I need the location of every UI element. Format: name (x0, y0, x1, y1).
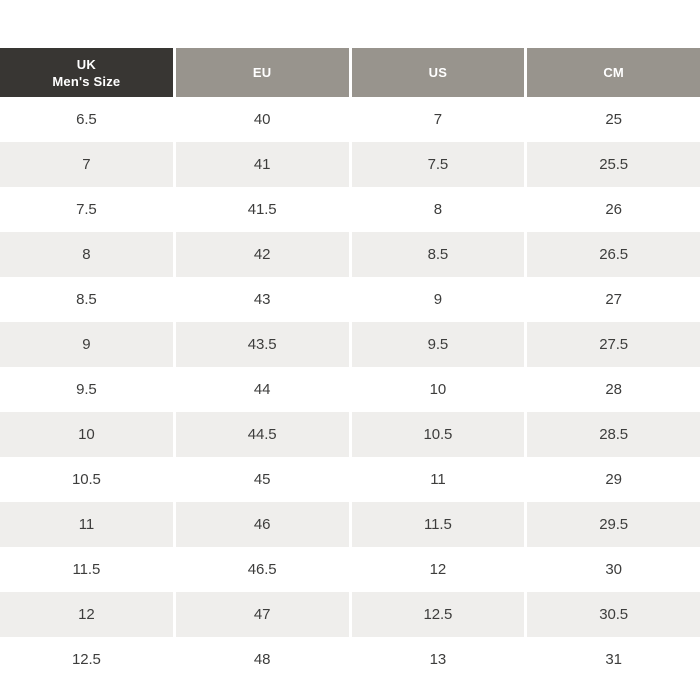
cell-us: 12.5 (351, 592, 525, 637)
column-header-us: US (351, 48, 525, 97)
table-row: 8.5 43 9 27 (0, 277, 700, 322)
cell-cm: 30.5 (527, 592, 700, 637)
cell-uk: 11 (0, 502, 173, 547)
table-row: 7 41 7.5 25.5 (0, 142, 700, 187)
table-row: 9.5 44 10 28 (0, 367, 700, 412)
cell-uk: 8.5 (0, 277, 173, 322)
cell-uk: 11.5 (0, 547, 173, 592)
cell-us: 8.5 (351, 232, 525, 277)
cell-us: 9 (351, 277, 525, 322)
cell-uk: 12.5 (0, 637, 173, 682)
cell-uk: 7.5 (0, 187, 173, 232)
column-header-uk: UK Men's Size (0, 48, 173, 97)
cell-uk: 10 (0, 412, 173, 457)
cell-eu: 40 (175, 97, 349, 142)
cell-us: 10 (351, 367, 525, 412)
cell-cm: 27 (527, 277, 700, 322)
cell-us: 7.5 (351, 142, 525, 187)
cell-eu: 48 (175, 637, 349, 682)
table-row: 10.5 45 11 29 (0, 457, 700, 502)
cell-us: 8 (351, 187, 525, 232)
cell-cm: 26 (527, 187, 700, 232)
cell-cm: 30 (527, 547, 700, 592)
table-row: 12.5 48 13 31 (0, 637, 700, 682)
cell-eu: 42 (175, 232, 349, 277)
cell-eu: 46.5 (175, 547, 349, 592)
cell-cm: 26.5 (527, 232, 700, 277)
cell-cm: 29 (527, 457, 700, 502)
cell-us: 11.5 (351, 502, 525, 547)
table-header-row: UK Men's Size EU US CM (0, 48, 700, 97)
cell-us: 9.5 (351, 322, 525, 367)
cell-eu: 43.5 (175, 322, 349, 367)
cell-cm: 28.5 (527, 412, 700, 457)
cell-cm: 25 (527, 97, 700, 142)
cell-cm: 27.5 (527, 322, 700, 367)
table-row: 12 47 12.5 30.5 (0, 592, 700, 637)
cell-uk: 10.5 (0, 457, 173, 502)
column-header-eu: EU (175, 48, 349, 97)
cell-cm: 31 (527, 637, 700, 682)
table-row: 10 44.5 10.5 28.5 (0, 412, 700, 457)
table-body: 6.5 40 7 25 7 41 7.5 25.5 7.5 41.5 8 26 … (0, 97, 700, 682)
table-row: 7.5 41.5 8 26 (0, 187, 700, 232)
table-row: 6.5 40 7 25 (0, 97, 700, 142)
cell-us: 12 (351, 547, 525, 592)
cell-eu: 41 (175, 142, 349, 187)
cell-uk: 8 (0, 232, 173, 277)
cell-eu: 47 (175, 592, 349, 637)
column-header-uk-line1: UK (76, 56, 96, 72)
cell-eu: 44 (175, 367, 349, 412)
cell-cm: 29.5 (527, 502, 700, 547)
cell-eu: 46 (175, 502, 349, 547)
table-row: 11 46 11.5 29.5 (0, 502, 700, 547)
cell-uk: 9 (0, 322, 173, 367)
column-header-uk-line2: Men's Size (52, 73, 121, 89)
column-header-cm: CM (527, 48, 700, 97)
cell-uk: 9.5 (0, 367, 173, 412)
cell-cm: 25.5 (527, 142, 700, 187)
size-conversion-table: UK Men's Size EU US CM 6.5 40 7 25 7 41 … (0, 48, 700, 682)
cell-uk: 6.5 (0, 97, 173, 142)
table-row: 9 43.5 9.5 27.5 (0, 322, 700, 367)
cell-eu: 41.5 (175, 187, 349, 232)
cell-us: 11 (351, 457, 525, 502)
cell-us: 7 (351, 97, 525, 142)
table-row: 8 42 8.5 26.5 (0, 232, 700, 277)
cell-uk: 7 (0, 142, 173, 187)
cell-uk: 12 (0, 592, 173, 637)
cell-us: 10.5 (351, 412, 525, 457)
cell-eu: 45 (175, 457, 349, 502)
cell-us: 13 (351, 637, 525, 682)
cell-eu: 44.5 (175, 412, 349, 457)
cell-cm: 28 (527, 367, 700, 412)
table-row: 11.5 46.5 12 30 (0, 547, 700, 592)
cell-eu: 43 (175, 277, 349, 322)
